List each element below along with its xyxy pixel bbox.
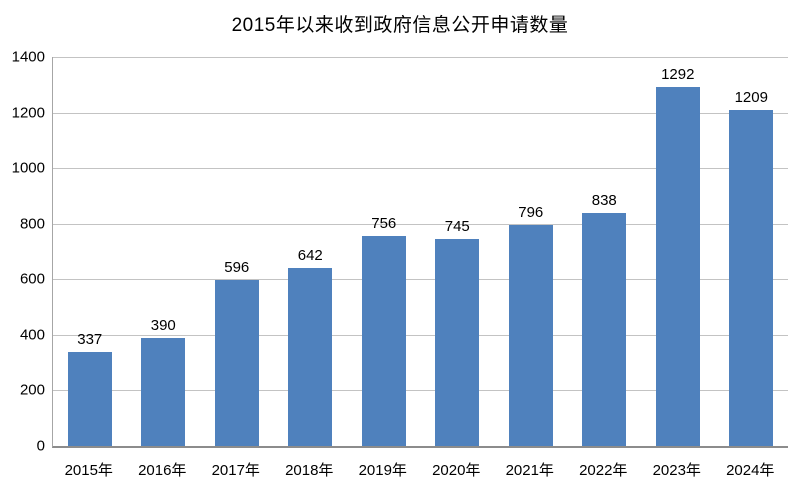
bar-slot-2015年: 337 [53,57,127,446]
bar-value-label: 796 [518,203,544,221]
gridline-200 [53,390,788,392]
bar [67,352,112,446]
bar-slot-2024年: 1209 [715,57,789,446]
gridline-1200 [53,112,788,114]
bar-slot-2020年: 745 [421,57,495,446]
plot-area: 337 390 596 642 756 745 796 838 1292 1209 [52,57,788,448]
gridline-800 [53,223,788,225]
bar-value-label: 756 [371,214,397,232]
bar-slot-2019年: 756 [347,57,421,446]
bar [582,213,627,446]
y-tick-label: 1400 [11,48,45,66]
bar-value-label: 838 [591,192,617,210]
x-tick-label: 2020年 [432,462,481,479]
x-tick-label: 2016年 [138,462,187,479]
bar-value-label: 337 [77,331,103,349]
bar-value-label: 745 [444,218,470,235]
bar-slot-2017年: 596 [200,57,274,446]
y-tick-label: 400 [19,326,45,344]
y-tick-label: 600 [19,270,45,288]
x-tick-label: 2024年 [726,462,775,479]
gridline-1400 [53,57,788,58]
bar [141,337,186,446]
x-axis-labels: 2015年 2016年 2017年 2018年 2019年 2020年 2021年 2022年… [52,459,787,480]
gridline-600 [53,279,788,281]
bar-slot-2023年: 1292 [641,57,715,446]
bar [729,110,774,446]
bar-slot-2022年: 838 [568,57,642,446]
y-tick-label: 1200 [11,104,45,122]
y-tick-label: 0 [36,437,45,455]
x-tick-label: 2015年 [64,462,113,479]
bars-row: 337 390 596 642 756 745 796 838 1292 1209 [53,57,788,446]
y-axis-labels: 0 200 400 600 800 1000 1200 1400 [0,50,45,454]
bar [508,224,553,446]
x-tick-label: 2021年 [505,462,554,479]
x-tick-label: 2018年 [285,462,334,479]
bar-slot-2021年: 796 [494,57,568,446]
bar-value-label: 596 [224,259,250,277]
gridline-1000 [53,168,788,170]
bar [288,267,333,446]
bar-value-label: 1209 [734,89,768,107]
bar-value-label: 642 [297,246,323,264]
bar-value-label: 1292 [661,66,695,84]
bar [361,235,406,446]
x-tick-label: 2017年 [211,462,260,479]
bar [655,87,700,446]
y-tick-label: 800 [19,215,45,233]
y-tick-label: 200 [19,381,45,399]
bar [435,239,480,446]
bar-value-label: 390 [150,316,176,334]
bar-slot-2016年: 390 [127,57,201,446]
bar [214,280,259,446]
x-tick-label: 2019年 [358,462,407,479]
x-tick-label: 2023年 [652,462,701,479]
x-tick-label: 2022年 [579,462,628,479]
y-tick-label: 1000 [11,159,45,177]
bar-slot-2018年: 642 [274,57,348,446]
chart-title: 2015年以来收到政府信息公开申请数量 [231,15,569,36]
gridline-400 [53,334,788,336]
